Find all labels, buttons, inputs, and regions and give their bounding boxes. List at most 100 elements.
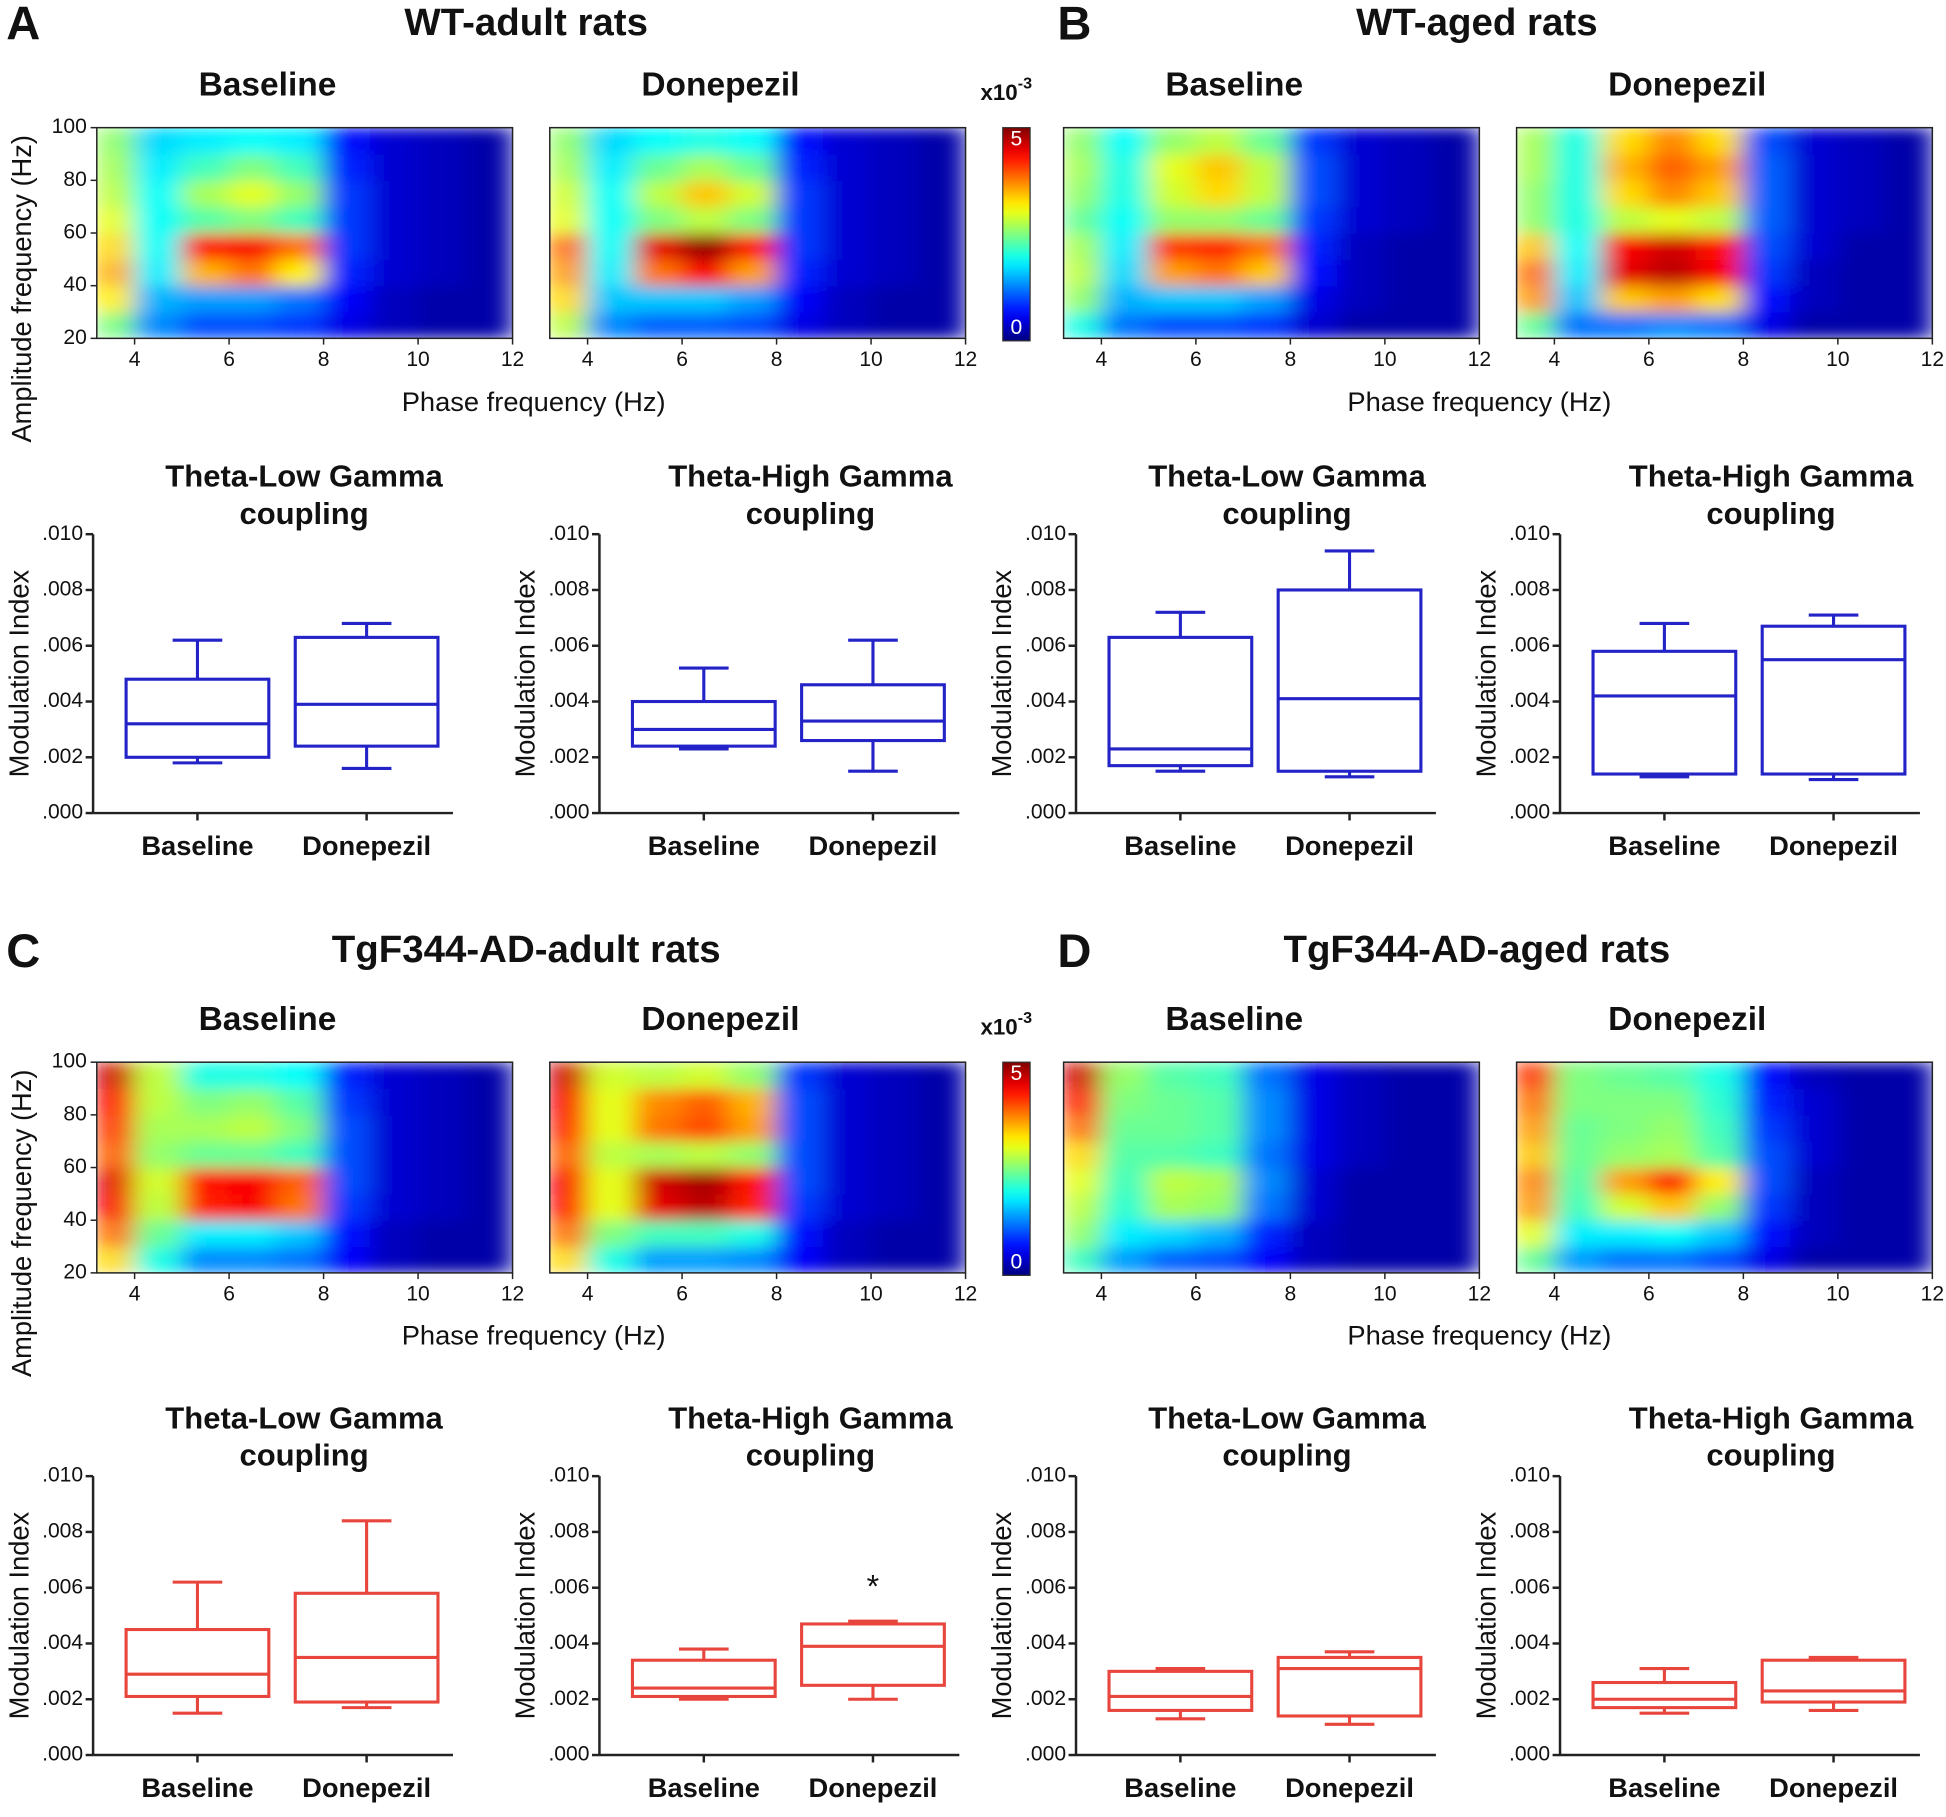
heatmap-cell xyxy=(728,153,778,181)
heatmap-cell xyxy=(823,1193,872,1221)
y-tick-label: 40 xyxy=(63,273,86,296)
heatmap-cell xyxy=(1063,1087,1103,1116)
box xyxy=(800,683,946,743)
heatmap-title: Baseline xyxy=(1165,1001,1303,1038)
heatmap-cell xyxy=(870,1219,919,1248)
heatmap-cell xyxy=(1384,206,1433,234)
heatmap-cell xyxy=(417,285,466,313)
box-title: coupling xyxy=(1706,496,1835,531)
heatmap-cell xyxy=(1516,258,1556,287)
x-tick-label: 6 xyxy=(676,348,688,371)
y-tick-label: .008 xyxy=(42,1520,83,1543)
heatmap-cell xyxy=(1242,258,1291,287)
heatmap-cell xyxy=(181,1087,230,1116)
heatmap-cell xyxy=(586,1062,636,1090)
x-tick-label: 6 xyxy=(1643,1283,1655,1306)
heatmap-cell xyxy=(1242,1193,1291,1221)
heatmap-cell xyxy=(775,258,825,287)
heatmap-cell xyxy=(1148,1062,1197,1090)
heatmap-cell xyxy=(1337,1140,1386,1169)
heatmap-cell xyxy=(1063,1114,1103,1142)
heatmap-cell xyxy=(96,1193,136,1221)
heatmap-cell xyxy=(1837,1140,1886,1169)
box xyxy=(1591,1680,1738,1710)
y-tick-label: .004 xyxy=(1025,689,1066,712)
heatmap-cell xyxy=(1100,127,1150,155)
heatmap-frame xyxy=(549,1061,967,1274)
box-title: Theta-Low Gamma xyxy=(165,1401,443,1436)
heatmap-cell xyxy=(1837,1166,1886,1195)
heatmap-cell xyxy=(917,179,966,208)
heatmap-cell xyxy=(681,1245,730,1273)
heatmap-cell xyxy=(549,1140,589,1169)
panel-title: WT-aged rats xyxy=(1356,1,1598,44)
heatmap-cell xyxy=(1516,153,1556,181)
heatmap-cell xyxy=(1789,1087,1839,1116)
x-axis-label: Phase frequency (Hz) xyxy=(1347,1320,1611,1351)
heatmap-cell xyxy=(1516,127,1556,155)
heatmap-cell xyxy=(1148,285,1197,313)
heatmap-cell xyxy=(181,258,230,287)
heatmap-cell xyxy=(1884,1219,1933,1248)
heatmap-cell xyxy=(1100,1062,1150,1090)
heatmap-cell xyxy=(1516,1193,1556,1221)
heatmap-cell xyxy=(1337,179,1386,208)
x-tick-label: 6 xyxy=(676,1283,688,1306)
heatmap-cell xyxy=(1337,127,1386,155)
heatmap-cell xyxy=(1553,311,1603,339)
heatmap-cell xyxy=(728,285,778,313)
heatmap-cell xyxy=(1742,127,1792,155)
heatmap-cell xyxy=(1148,1193,1197,1221)
box-title: Theta-Low Gamma xyxy=(165,459,443,494)
heatmap-cell xyxy=(728,1166,778,1195)
heatmap-cell xyxy=(1337,258,1386,287)
y-tick-label: .002 xyxy=(1509,1687,1550,1710)
y-tick-label: .002 xyxy=(42,745,83,768)
heatmap-cell xyxy=(1789,206,1839,234)
heatmap-cell xyxy=(1384,1166,1433,1195)
heatmap-cell xyxy=(322,1166,372,1195)
x-tick-label: Baseline xyxy=(1124,830,1236,861)
y-tick-label: .006 xyxy=(548,633,589,656)
heatmap-cell xyxy=(634,258,683,287)
heatmap-cell xyxy=(1063,1219,1103,1248)
colorbar-exponent: -3 xyxy=(1018,75,1032,93)
y-tick-label: 100 xyxy=(52,115,87,138)
heatmap-cell xyxy=(228,285,277,313)
heatmap-cell xyxy=(870,1087,919,1116)
heatmap-cell xyxy=(370,1219,419,1248)
heatmap-cell xyxy=(1884,153,1933,181)
heatmap-cell xyxy=(634,1062,683,1090)
heatmap-cell xyxy=(1884,1245,1933,1273)
heatmap-cell xyxy=(870,258,919,287)
heatmap-cell xyxy=(464,258,513,287)
heatmap-cell xyxy=(1431,1140,1480,1169)
heatmap-cell xyxy=(1884,1166,1933,1195)
y-tick-label: .010 xyxy=(1509,1464,1550,1487)
heatmap-cell xyxy=(322,127,372,155)
heatmap-cell xyxy=(1601,1166,1650,1195)
colorbar-base: x10 xyxy=(980,80,1017,105)
heatmap-cell xyxy=(133,1219,183,1248)
heatmap-cell xyxy=(823,153,872,181)
heatmap-cell xyxy=(228,1140,277,1169)
heatmap-cell xyxy=(1195,311,1244,339)
heatmap-cell xyxy=(1195,153,1244,181)
heatmap-cell xyxy=(775,1140,825,1169)
heatmap-cell xyxy=(917,1114,966,1142)
heatmap-cell xyxy=(181,285,230,313)
heatmap-cell xyxy=(1337,1219,1386,1248)
heatmap-cell xyxy=(370,258,419,287)
heatmap-cell xyxy=(1884,206,1933,234)
heatmap-cell xyxy=(1384,1087,1433,1116)
heatmap-cell xyxy=(370,127,419,155)
heatmap-cell xyxy=(417,258,466,287)
heatmap-cell xyxy=(1242,1245,1291,1273)
y-axis-label: Modulation Index xyxy=(3,1511,34,1719)
heatmap-cell xyxy=(1148,1219,1197,1248)
heatmap-cell xyxy=(228,258,277,287)
heatmap-cell xyxy=(1695,1193,1744,1221)
heatmap-cell xyxy=(322,1219,372,1248)
heatmap-cell xyxy=(634,1219,683,1248)
heatmap-cell xyxy=(1884,127,1933,155)
